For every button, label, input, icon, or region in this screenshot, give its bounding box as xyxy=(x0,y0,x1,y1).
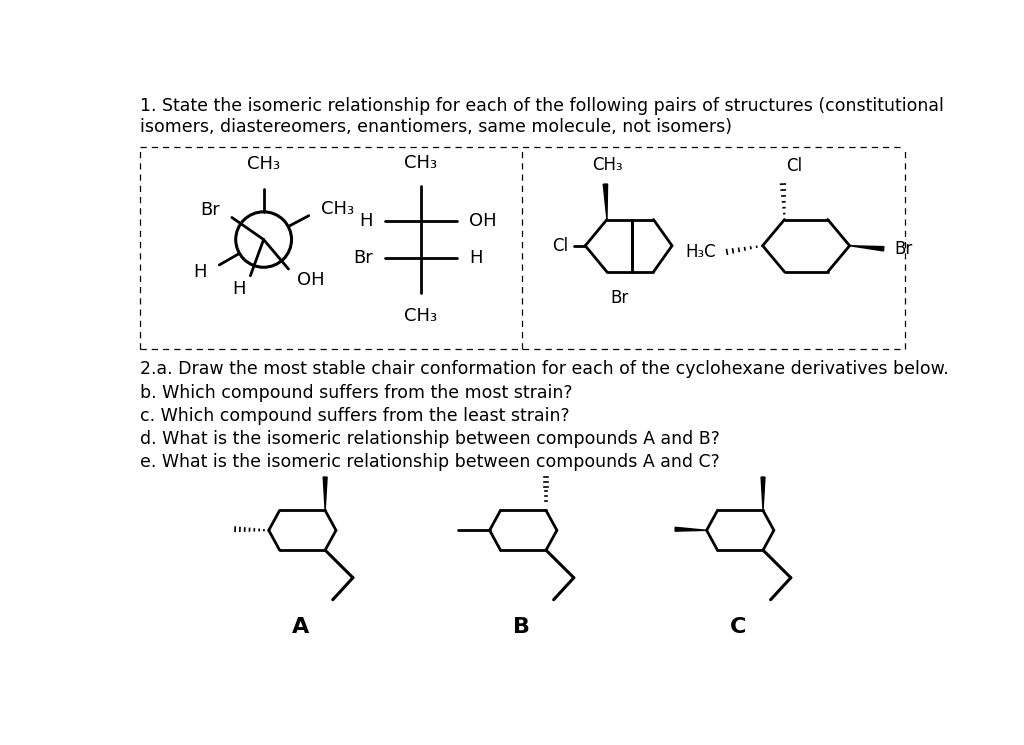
Polygon shape xyxy=(675,527,707,531)
Polygon shape xyxy=(761,477,765,510)
Text: Cl: Cl xyxy=(552,237,568,255)
Text: H₃C: H₃C xyxy=(685,243,716,261)
Text: CH₃: CH₃ xyxy=(322,200,354,218)
Text: Cl: Cl xyxy=(786,157,802,175)
Text: H: H xyxy=(359,212,373,230)
Text: CH₃: CH₃ xyxy=(592,156,623,174)
Text: Br: Br xyxy=(895,240,912,258)
Text: 2.a. Draw the most stable chair conformation for each of the cyclohexane derivat: 2.a. Draw the most stable chair conforma… xyxy=(139,361,948,378)
Text: OH: OH xyxy=(469,212,497,230)
Text: b. Which compound suffers from the most strain?: b. Which compound suffers from the most … xyxy=(139,384,572,402)
Text: d. What is the isomeric relationship between compounds A and B?: d. What is the isomeric relationship bet… xyxy=(139,430,720,448)
Text: CH₃: CH₃ xyxy=(404,153,437,172)
Text: 1. State the isomeric relationship for each of the following pairs of structures: 1. State the isomeric relationship for e… xyxy=(139,97,943,136)
Text: B: B xyxy=(513,617,529,636)
Text: Br: Br xyxy=(201,200,220,218)
Text: CH₃: CH₃ xyxy=(404,307,437,326)
Text: e. What is the isomeric relationship between compounds A and C?: e. What is the isomeric relationship bet… xyxy=(139,453,720,471)
Polygon shape xyxy=(324,477,327,510)
Text: Br: Br xyxy=(610,289,629,307)
Text: H: H xyxy=(469,249,482,267)
Text: H: H xyxy=(194,263,207,281)
Text: Br: Br xyxy=(353,249,373,267)
Text: c. Which compound suffers from the least strain?: c. Which compound suffers from the least… xyxy=(139,407,569,425)
Text: A: A xyxy=(292,617,309,636)
Polygon shape xyxy=(603,184,607,220)
Text: CH₃: CH₃ xyxy=(247,154,281,173)
Polygon shape xyxy=(850,246,884,251)
Text: OH: OH xyxy=(298,270,326,288)
Text: C: C xyxy=(730,617,746,636)
Text: H: H xyxy=(232,280,246,298)
